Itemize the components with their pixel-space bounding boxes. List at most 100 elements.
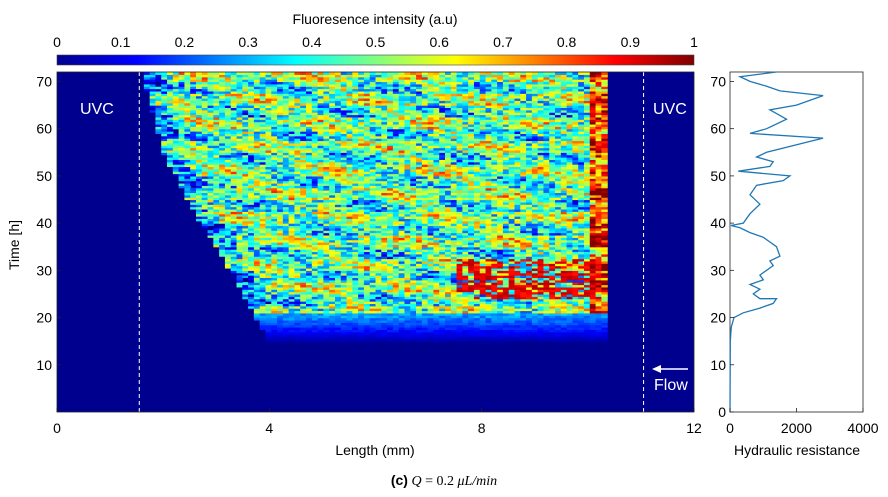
heatmap-cell: [549, 284, 556, 288]
heatmap-cell: [572, 206, 579, 210]
heatmap-cell: [248, 237, 255, 241]
heatmap-cell: [468, 201, 475, 205]
heatmap-cell: [381, 308, 388, 312]
heatmap-cell: [236, 270, 243, 274]
heatmap-cell: [306, 185, 313, 189]
heatmap-cell: [352, 220, 359, 224]
heatmap-cell: [369, 173, 377, 177]
heatmap-cell: [392, 237, 400, 241]
heatmap-cell: [369, 308, 377, 312]
heatmap-cell: [508, 282, 516, 286]
heatmap-cell: [346, 289, 353, 293]
heatmap-cell: [566, 239, 573, 243]
heatmap-cell: [300, 246, 307, 250]
heatmap-cell: [294, 315, 301, 319]
heatmap-cell: [560, 338, 568, 342]
heatmap-cell: [526, 239, 533, 243]
heatmap-cell: [555, 239, 562, 243]
heatmap-cell: [317, 216, 324, 219]
heatmap-cell: [213, 175, 220, 179]
heatmap-cell: [526, 194, 533, 198]
heatmap-cell: [265, 293, 272, 297]
heatmap-cell: [329, 213, 336, 217]
heatmap-cell: [491, 310, 498, 314]
heatmap-cell: [224, 173, 232, 177]
heatmap-cell: [416, 227, 423, 231]
heatmap-cell: [323, 270, 330, 274]
heatmap-cell: [549, 251, 556, 255]
heatmap-cell: [595, 237, 602, 241]
heatmap-cell: [427, 329, 435, 333]
heatmap-cell: [520, 211, 527, 215]
heatmap-cell: [560, 327, 568, 330]
heatmap-cell: [491, 187, 498, 191]
heatmap-cell: [421, 312, 429, 316]
heatmap-cell: [300, 329, 307, 333]
heatmap-cell: [334, 180, 342, 184]
heatmap-cell: [358, 206, 365, 210]
heatmap-cell: [468, 227, 475, 231]
heatmap-cell: [306, 265, 313, 269]
heatmap-cell: [369, 319, 377, 323]
heatmap-cell: [439, 334, 446, 338]
heatmap-cell: [410, 246, 417, 250]
heatmap-cell: [601, 178, 608, 182]
heatmap-cell: [526, 171, 533, 175]
heatmap-cell: [381, 175, 388, 179]
heatmap-cell: [439, 286, 446, 290]
heatmap-cell: [375, 232, 382, 236]
heatmap-cell: [358, 334, 365, 338]
heatmap-cell: [381, 201, 388, 205]
heatmap-cell: [433, 303, 440, 307]
heatmap-cell: [410, 216, 417, 219]
heatmap-cell: [242, 175, 249, 179]
heatmap-cell: [317, 227, 324, 231]
heatmap-cell: [375, 237, 382, 241]
heatmap-cell: [329, 256, 336, 260]
heatmap-cell: [317, 213, 324, 217]
heatmap-cell: [485, 213, 492, 217]
heatmap-cell: [520, 244, 527, 248]
heatmap-cell: [369, 237, 377, 241]
heatmap-cell: [491, 192, 498, 196]
heatmap-cell: [514, 260, 521, 264]
heatmap-cell: [259, 296, 267, 300]
heatmap-cell: [369, 244, 377, 248]
heatmap-cell: [468, 265, 475, 269]
heatmap-cell: [224, 220, 232, 224]
heatmap-cell: [311, 279, 319, 283]
heatmap-cell: [317, 190, 324, 194]
heatmap-cell: [456, 298, 463, 302]
heatmap-cell: [369, 305, 377, 309]
heatmap-cell: [479, 230, 487, 234]
heatmap-cell: [497, 194, 504, 198]
heatmap-cell: [248, 303, 255, 307]
heatmap-cell: [473, 319, 481, 323]
heatmap-cell: [306, 242, 313, 245]
heatmap-cell: [462, 192, 469, 196]
heatmap-cell: [271, 265, 278, 269]
heatmap-cell: [462, 263, 469, 267]
heatmap-cell: [288, 334, 296, 338]
heatmap-cell: [578, 336, 585, 340]
heatmap-cell: [462, 282, 469, 286]
heatmap-cell: [433, 171, 440, 175]
heatmap-cell: [300, 201, 307, 205]
heatmap-cell: [265, 251, 272, 255]
heatmap-cell: [479, 249, 487, 253]
heatmap-cell: [456, 168, 463, 172]
heatmap-cell: [248, 201, 255, 205]
heatmap-cell: [601, 279, 608, 283]
heatmap-cell: [578, 171, 585, 175]
heatmap-cell: [502, 277, 510, 281]
heatmap-cell: [514, 211, 521, 215]
heatmap-cell: [398, 267, 406, 271]
heatmap-cell: [201, 190, 209, 194]
heatmap-cell: [288, 286, 296, 290]
heatmap-cell: [201, 175, 209, 179]
heatmap-cell: [560, 312, 568, 316]
heatmap-cell: [288, 182, 296, 186]
heatmap-cell: [271, 327, 278, 330]
heatmap-cell: [508, 258, 516, 262]
heatmap-cell: [456, 216, 463, 219]
